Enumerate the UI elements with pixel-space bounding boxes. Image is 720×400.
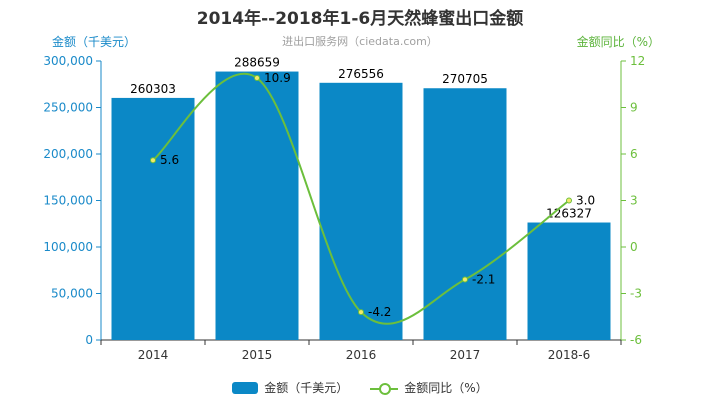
- line-point: [462, 276, 468, 283]
- x-tick-label: 2015: [242, 348, 273, 362]
- y-left-tick-label: 300,000: [43, 54, 93, 68]
- line-point: [254, 75, 260, 82]
- y-left-tick-label: 150,000: [43, 194, 93, 208]
- line-value-label: 5.6: [160, 153, 179, 167]
- x-tick-label: 2016: [346, 348, 377, 362]
- bar: [215, 71, 299, 341]
- legend-item-line[interactable]: 金额同比（%）: [370, 379, 488, 396]
- y-right-tick-label: 12: [630, 54, 645, 68]
- y-left-tick-label: 0: [85, 333, 93, 347]
- legend-bar-label: 金额（千美元）: [264, 381, 349, 395]
- x-tick-label: 2017: [450, 348, 481, 362]
- legend-bar-swatch: [232, 381, 259, 394]
- bar: [319, 82, 403, 340]
- series-line: [152, 72, 570, 325]
- line-value-label: -2.1: [472, 273, 495, 287]
- chart-subtitle: 进出口服务网（ciedata.com）: [282, 35, 438, 48]
- legend-line-swatch: [370, 382, 399, 395]
- bar: [423, 88, 507, 340]
- line-point: [358, 309, 364, 316]
- legend-item-bar[interactable]: 金额（千美元）: [232, 379, 348, 396]
- y-axis-right-title: 金额同比（%）: [576, 35, 660, 49]
- bar-value-label: 260303: [130, 82, 176, 96]
- y-right-tick-label: -6: [630, 333, 642, 347]
- bar-value-label: 270705: [442, 72, 488, 86]
- line-point: [150, 157, 156, 164]
- bar: [527, 222, 611, 340]
- y-right-tick-label: 0: [630, 240, 638, 254]
- line-value-label: 10.9: [264, 71, 291, 85]
- y-right-tick-label: -3: [630, 287, 642, 301]
- legend-line-label: 金额同比（%）: [404, 381, 488, 395]
- y-left-tick-label: 50,000: [51, 287, 93, 301]
- bar-value-label: 288659: [234, 56, 280, 70]
- y-left-tick-label: 250,000: [43, 101, 93, 115]
- x-tick-label: 2014: [138, 348, 169, 362]
- legend: 金额（千美元） 金额同比（%）: [0, 379, 720, 396]
- bar-value-label: 276556: [338, 67, 384, 81]
- chart-title: 2014年--2018年1-6月天然蜂蜜出口金额: [196, 9, 524, 29]
- line-value-label: 3.0: [576, 194, 595, 208]
- y-right-tick-label: 6: [630, 147, 638, 161]
- x-tick-label: 2018-6: [548, 348, 591, 362]
- y-axis-left-title: 金额（千美元）: [52, 35, 137, 49]
- y-right-tick-label: 9: [630, 101, 638, 115]
- line-value-label: -4.2: [368, 305, 391, 319]
- y-left-tick-label: 100,000: [43, 240, 93, 254]
- line-point: [566, 197, 572, 204]
- bar: [111, 97, 195, 340]
- y-right-tick-label: 3: [630, 194, 638, 208]
- y-left-tick-label: 200,000: [43, 147, 93, 161]
